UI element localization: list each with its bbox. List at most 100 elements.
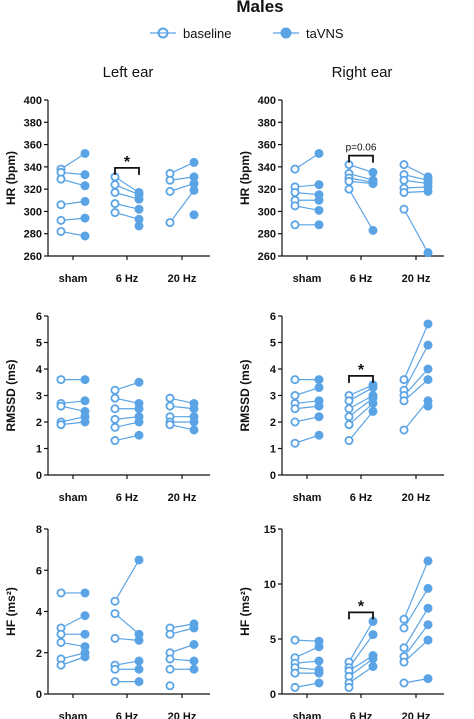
baseline-point <box>399 375 409 385</box>
tavns-point <box>423 635 433 645</box>
tavns-point <box>314 668 324 678</box>
tavns-point <box>80 148 90 158</box>
tavns-point <box>134 430 144 440</box>
tavns-point <box>423 375 433 385</box>
baseline-point <box>290 390 300 400</box>
significance-bracket <box>348 154 374 163</box>
baseline-point <box>165 420 175 430</box>
pair-line <box>403 344 429 391</box>
y-tick-label: 5 <box>270 338 276 350</box>
tavns-point <box>134 656 144 666</box>
tavns-point <box>134 677 144 687</box>
tavns-point <box>368 630 378 640</box>
tavns-point <box>314 180 324 190</box>
panel-left-ear-hr: 260 280 300 320 340 360 380 400 HR (bpm) sham 6 Hz… <box>4 95 210 285</box>
baseline-point <box>399 187 409 197</box>
baseline-point <box>399 614 409 624</box>
baseline-point <box>110 664 120 674</box>
legend-label-tavns: taVNS <box>306 26 344 41</box>
tavns-point <box>189 640 199 650</box>
significance-label: p=0.06 <box>346 143 377 154</box>
tavns-point <box>134 194 144 204</box>
y-tick-label: 6 <box>270 311 276 323</box>
tavns-point <box>423 319 433 329</box>
y-axis-label: HR (bpm) <box>238 151 252 205</box>
baseline-point <box>399 425 409 435</box>
baseline-point <box>110 187 120 197</box>
tavns-point <box>80 611 90 621</box>
tavns-point <box>80 196 90 206</box>
x-tick-label: 6 Hz <box>116 273 139 285</box>
tavns-point <box>368 383 378 393</box>
pair-line <box>403 624 429 657</box>
baseline-point <box>110 436 120 446</box>
significance-bracket <box>348 611 374 620</box>
panel-right-ear-hf: 0 5 10 15 HF (ms²) sham 6 Hz 20 Hz * <box>238 524 444 719</box>
baseline-point <box>165 401 175 411</box>
y-tick-label: 400 <box>258 95 276 107</box>
tavns-point <box>134 555 144 565</box>
tavns-point <box>80 629 90 639</box>
baseline-point <box>56 215 66 225</box>
baseline-point <box>399 643 409 653</box>
tavns-point <box>423 674 433 684</box>
tavns-point <box>423 556 433 566</box>
pair-line <box>403 607 429 649</box>
x-tick-label: sham <box>59 273 88 285</box>
pair-line <box>348 387 374 402</box>
tavns-point <box>80 181 90 191</box>
y-tick-label: 2 <box>270 417 276 429</box>
baseline-point <box>110 404 120 414</box>
tavns-point <box>189 417 199 427</box>
tavns-point <box>314 220 324 230</box>
tavns-point <box>134 404 144 414</box>
baseline-point <box>399 160 409 170</box>
tavns-point <box>423 364 433 374</box>
y-tick-label: 15 <box>264 524 276 536</box>
baseline-point <box>165 681 175 691</box>
tavns-point <box>423 583 433 593</box>
x-tick-label: 20 Hz <box>168 492 197 504</box>
column-title-right-ear: Right ear <box>332 64 393 81</box>
tavns-point <box>189 623 199 633</box>
baseline-point <box>344 396 354 406</box>
significance-label: * <box>124 154 131 171</box>
y-tick-label: 0 <box>36 689 42 701</box>
x-tick-label: 6 Hz <box>116 492 139 504</box>
tavns-point <box>134 204 144 214</box>
y-tick-label: 360 <box>24 140 42 152</box>
significance-label: * <box>358 598 365 615</box>
y-tick-label: 380 <box>24 117 42 129</box>
y-tick-label: 10 <box>264 579 276 591</box>
tavns-point <box>80 652 90 662</box>
y-tick-label: 280 <box>258 229 276 241</box>
figure-title: Males <box>236 0 283 16</box>
pair-line <box>114 176 140 193</box>
tavns-point <box>80 396 90 406</box>
x-tick-label: sham <box>293 711 322 719</box>
tavns-point <box>189 210 199 220</box>
tavns-point <box>368 406 378 416</box>
significance-label: * <box>358 362 365 379</box>
y-tick-label: 1 <box>270 444 276 456</box>
tavns-point <box>423 401 433 411</box>
baseline-point <box>344 184 354 194</box>
y-tick-label: 280 <box>24 229 42 241</box>
baseline-point <box>56 420 66 430</box>
y-axis-label: RMSSD (ms) <box>4 359 18 431</box>
baseline-point <box>344 404 354 414</box>
baseline-point <box>110 677 120 687</box>
baseline-point <box>399 678 409 688</box>
y-tick-label: 3 <box>36 391 42 403</box>
baseline-point <box>56 588 66 598</box>
tavns-point <box>189 656 199 666</box>
tavns-point <box>368 167 378 177</box>
pair-line <box>348 658 374 677</box>
baseline-point <box>344 436 354 446</box>
tavns-point <box>314 401 324 411</box>
significance-bracket <box>114 166 140 175</box>
tavns-point <box>314 678 324 688</box>
tavns-point <box>80 231 90 241</box>
y-tick-label: 380 <box>258 117 276 129</box>
